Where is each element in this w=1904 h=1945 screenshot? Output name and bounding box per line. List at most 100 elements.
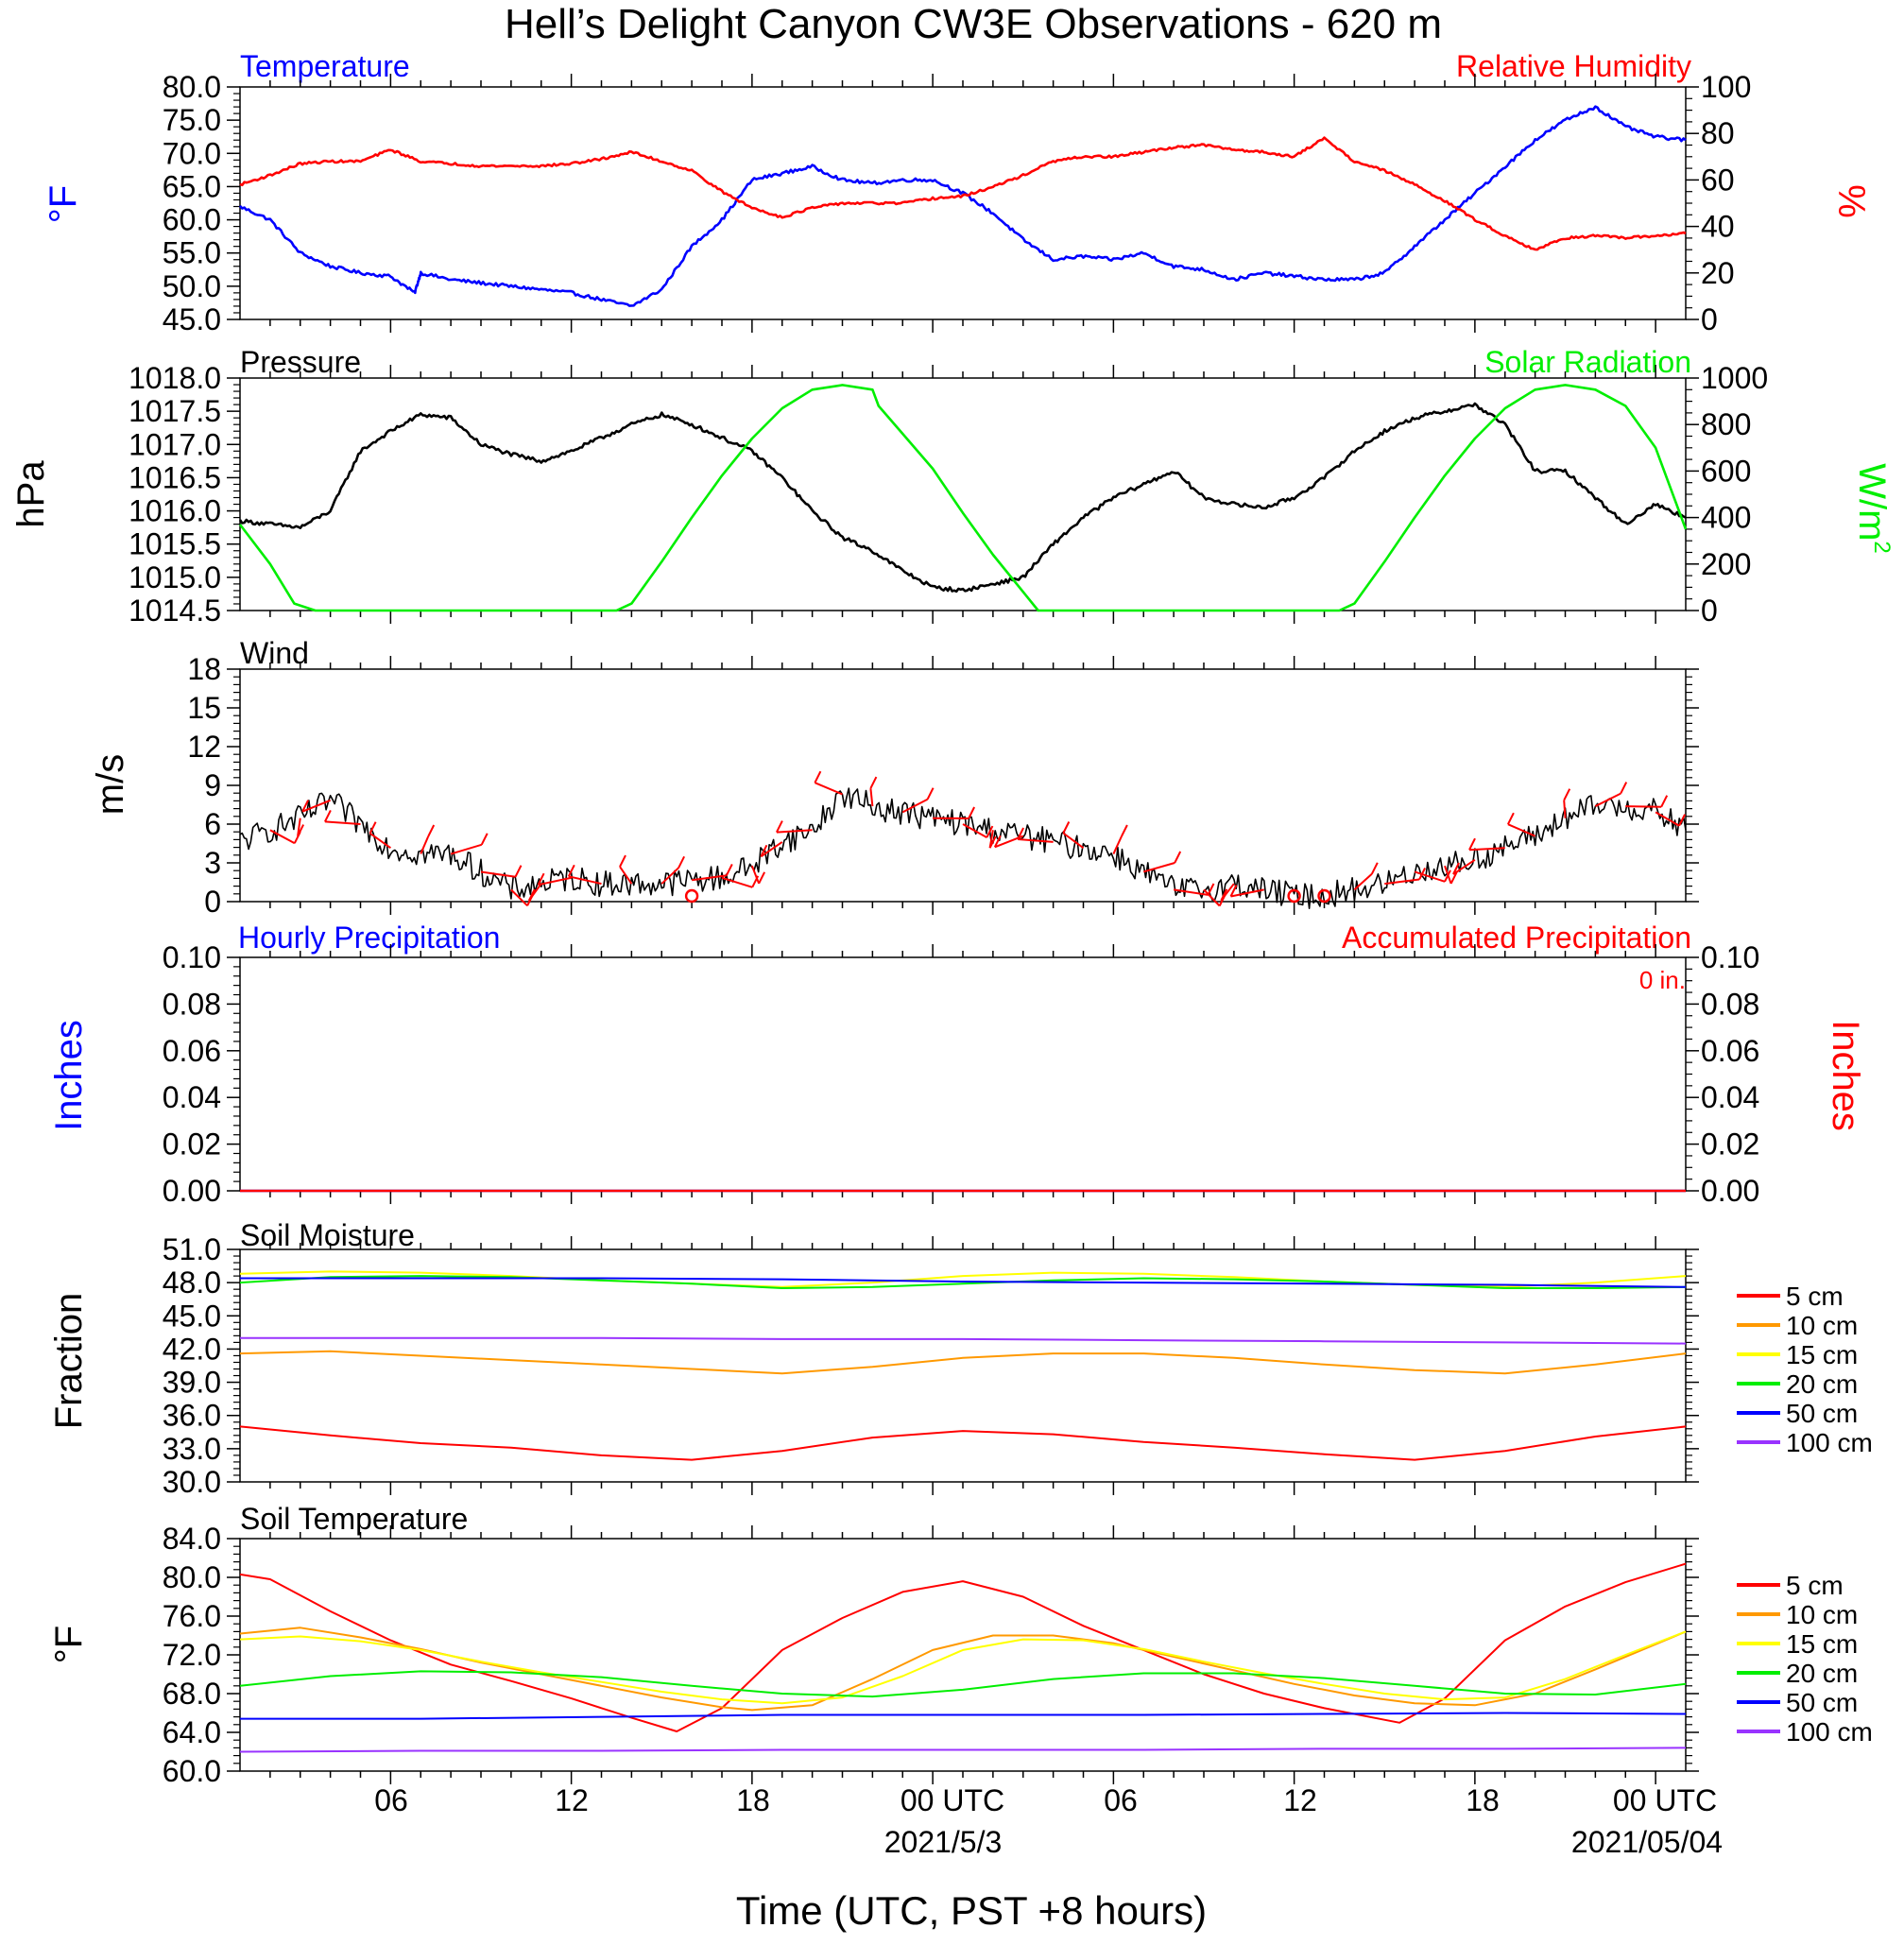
ylabel-accumulated-precipitation: Inches xyxy=(1825,1020,1866,1131)
series-line-100-cm xyxy=(240,1336,1687,1345)
ylabel-soil-moisture: Fraction xyxy=(48,1293,90,1430)
wind-barb-flag xyxy=(480,833,489,846)
wind-barb xyxy=(691,874,727,882)
legend-label: 50 cm xyxy=(1786,1399,1858,1428)
panel-precipitation: Hourly Precipitation Accumulated Precipi… xyxy=(48,921,1866,1131)
series-line-5-cm xyxy=(239,1425,1687,1461)
panel-title-soil-temperature: Soil Temperature xyxy=(240,1502,468,1536)
wind-barb-flag xyxy=(1563,788,1571,801)
series-line-5-cm xyxy=(239,1562,1687,1732)
panel-soil-moisture: Soil Moisture Fraction xyxy=(48,1218,415,1429)
legend-label: 20 cm xyxy=(1786,1369,1858,1399)
legend-label: 10 cm xyxy=(1786,1311,1858,1340)
wind-barb xyxy=(760,841,783,858)
y-tick-label: 1015.0 xyxy=(129,560,221,594)
panel-title-wind: Wind xyxy=(240,636,309,670)
series-line-50-cm xyxy=(240,1712,1687,1720)
wind-barb-flag xyxy=(527,888,536,902)
legend-label: 50 cm xyxy=(1786,1688,1858,1717)
x-tick-label: 18 xyxy=(1466,1783,1500,1817)
y-tick-label: 33.0 xyxy=(163,1432,221,1466)
ylabel-wind: m/s xyxy=(90,754,131,815)
y-tick-label: 30.0 xyxy=(163,1465,221,1499)
wind-barb xyxy=(1655,811,1680,827)
x-axis-label: Time (UTC, PST +8 hours) xyxy=(736,1888,1207,1933)
y-tick-label: 1000 xyxy=(1701,361,1768,395)
y-tick-label: 1014.5 xyxy=(129,594,221,628)
calm-wind-marker xyxy=(1287,888,1301,904)
figure-title: Hell’s Delight Canyon CW3E Observations … xyxy=(505,1,1442,47)
series-line-15-cm xyxy=(239,1630,1687,1705)
y-tick-label: 6 xyxy=(204,807,221,841)
wind-barb-flag xyxy=(427,824,436,837)
wind-barb-flag xyxy=(1370,862,1379,875)
y-tick-label: 76.0 xyxy=(163,1599,221,1633)
y-tick-label: 64.0 xyxy=(163,1715,221,1749)
wind-barb xyxy=(1230,888,1264,898)
wind-barb xyxy=(1203,888,1221,907)
wind-barb-flag xyxy=(1660,795,1669,808)
y-tick-label: 55.0 xyxy=(163,236,221,270)
wind-barb xyxy=(568,875,602,886)
wind-barb xyxy=(1468,847,1505,852)
legend-label: 100 cm xyxy=(1786,1428,1873,1457)
y-tick-label: 48.0 xyxy=(163,1265,221,1300)
legend-label: 10 cm xyxy=(1786,1600,1858,1629)
y-tick-label: 60.0 xyxy=(163,203,221,237)
legend-label: 20 cm xyxy=(1786,1659,1858,1688)
wind-barb-flag xyxy=(968,806,975,819)
panel-title-relative-humidity: Relative Humidity xyxy=(1456,49,1691,83)
wind-barb-flag xyxy=(1062,821,1071,834)
y-tick-label: 0 xyxy=(1701,594,1718,628)
y-tick-label: 51.0 xyxy=(163,1232,221,1266)
ylabel-pressure: hPa xyxy=(10,460,52,528)
ylabel-relative-humidity: % xyxy=(1830,184,1872,218)
wind-barb xyxy=(269,829,296,845)
wind-barb-flag xyxy=(988,835,997,849)
wind-barb-flag xyxy=(1207,883,1215,896)
panel-wind: Wind m/s xyxy=(90,636,309,815)
y-tick-label: 0.00 xyxy=(1701,1174,1759,1208)
legend-label: 5 cm xyxy=(1786,1571,1844,1600)
y-tick-label: 1017.0 xyxy=(129,427,221,461)
plot-frame xyxy=(239,1538,1687,1772)
y-tick-label: 0.00 xyxy=(163,1174,221,1208)
ylabel-hourly-precipitation: Inches xyxy=(48,1020,90,1131)
y-tick-label: 200 xyxy=(1701,547,1751,581)
wind-barb-flag xyxy=(297,824,304,837)
wind-barb-flag xyxy=(1452,862,1460,875)
x-tick-label: 12 xyxy=(1283,1783,1317,1817)
wind-barb-flag xyxy=(1620,782,1628,795)
wind-barb xyxy=(369,832,391,850)
wind-barb xyxy=(721,876,753,888)
wind-barb xyxy=(901,798,929,814)
y-tick-label: 0.04 xyxy=(163,1080,221,1114)
wind-barb xyxy=(1142,862,1175,873)
x-tick-label: 06 xyxy=(1104,1783,1138,1817)
ylabel-solar-radiation-unit: W/m xyxy=(1851,463,1893,541)
ylabel-solar-radiation: W/m2 xyxy=(1851,463,1895,554)
wind-barb-flag xyxy=(926,787,935,800)
wind-barb-flag xyxy=(814,770,822,783)
y-tick-label: 800 xyxy=(1701,407,1751,441)
wind-barb-flag xyxy=(1017,827,1024,840)
wind-barb-flag xyxy=(1229,885,1238,897)
panel-title-solar-radiation: Solar Radiation xyxy=(1484,345,1691,379)
wind-barb-flag xyxy=(1468,837,1476,851)
wind-barb-flag xyxy=(869,776,878,789)
wind-barb-flag xyxy=(301,800,309,813)
wind-barb-flag xyxy=(758,871,765,885)
wind-barb-flag xyxy=(1121,824,1128,837)
wind-barb xyxy=(1507,823,1536,837)
wind-barb xyxy=(1625,805,1662,808)
y-tick-label: 0.06 xyxy=(1701,1034,1759,1068)
y-tick-label: 0.08 xyxy=(1701,987,1759,1021)
y-tick-label: 18 xyxy=(187,652,221,686)
y-tick-label: 1015.5 xyxy=(129,527,221,561)
y-tick-label: 9 xyxy=(204,768,221,802)
y-tick-label: 0 xyxy=(1701,302,1718,336)
panel-soil-temperature: Soil Temperature °F xyxy=(48,1502,468,1663)
wind-barb xyxy=(510,888,528,907)
y-tick-label: 45.0 xyxy=(163,1299,221,1333)
y-tick-label: 1016.0 xyxy=(129,494,221,528)
